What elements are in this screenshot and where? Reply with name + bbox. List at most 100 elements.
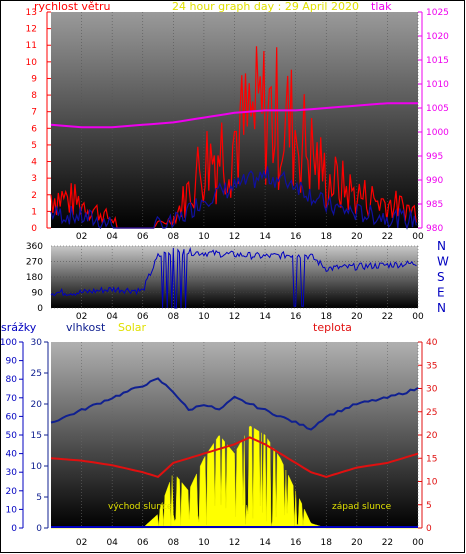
pressure-axis-label: 980 <box>426 224 443 234</box>
panel3-x-tick-label: 18 <box>321 538 333 548</box>
temperature-axis-label: 10 <box>426 478 438 488</box>
wind-axis-label: 4 <box>31 158 37 168</box>
panel2-x-tick-label: 04 <box>106 312 118 322</box>
rain-axis-label: 20 <box>6 487 18 497</box>
panel3-x-tick-label: 10 <box>198 538 210 548</box>
panel2-x-tick-label: 10 <box>198 312 210 322</box>
pressure-line <box>50 102 418 129</box>
temperature-title: teplota <box>313 321 352 334</box>
pressure-axis-label: 1025 <box>426 8 449 18</box>
solar-title: Solar <box>118 321 147 334</box>
panel2-x-tick-label: 14 <box>259 312 271 322</box>
panel3-x-tick-label: 16 <box>290 538 302 548</box>
temperature-line <box>50 436 419 479</box>
compass-label: N <box>437 301 446 315</box>
panel1-x-tick-label: 16 <box>290 232 302 242</box>
panel2-x-tick-label: 06 <box>137 312 149 322</box>
humidity-axis-label: 5 <box>36 493 42 503</box>
panel1-x-tick-label: 20 <box>351 232 363 242</box>
panel3-group: 02 04 06 08 10 12 14 16 18 20 22 000102030405060708… <box>0 338 438 548</box>
panel3-x-tick-label: 12 <box>229 538 240 548</box>
pressure-axis-label: 1000 <box>426 128 449 138</box>
panel1-x-tick-label: 18 <box>321 232 333 242</box>
wind-speed-line <box>50 46 417 229</box>
panel3-x-tick-label: 08 <box>168 538 180 548</box>
panel1-x-tick-label: 08 <box>168 232 180 242</box>
wind-axis-label: 0 <box>31 224 37 234</box>
direction-axis-label: 180 <box>26 273 43 283</box>
humidity-axis-label: 0 <box>36 524 42 534</box>
temperature-axis-label: 40 <box>426 338 438 348</box>
temperature-axis-label: 15 <box>426 454 437 464</box>
panel3-x-tick-label: 02 <box>76 538 87 548</box>
direction-axis-label: 270 <box>26 258 43 268</box>
panel1-x-tick-label: 12 <box>229 232 240 242</box>
panel1-x-tick-label: 00 <box>412 232 424 242</box>
panel1-x-tick-label: 22 <box>382 232 393 242</box>
temperature-axis-label: 5 <box>426 501 432 511</box>
sunrise-label: východ slunce <box>108 502 173 512</box>
humidity-axis-label: 30 <box>31 338 43 348</box>
temperature-axis-label: 25 <box>426 408 437 418</box>
panel2-x-tick-label: 08 <box>168 312 180 322</box>
compass-label: N <box>437 239 446 253</box>
pressure-axis-label: 985 <box>426 200 443 210</box>
wind-axis-label: 12 <box>26 25 37 35</box>
panel2-x-tick-label: 18 <box>321 312 333 322</box>
rain-axis-label: 90 <box>6 357 18 367</box>
humidity-axis-label: 10 <box>31 462 43 472</box>
humidity-axis-label: 25 <box>31 369 42 379</box>
pressure-axis-label: 995 <box>426 152 443 162</box>
panel3-x-tick-label: 04 <box>106 538 118 548</box>
compass-label: E <box>437 286 445 300</box>
rain-axis-label: 80 <box>6 375 18 385</box>
pressure-axis-label: 1010 <box>426 80 449 90</box>
panel3-x-tick-label: 22 <box>382 538 393 548</box>
panel2-x-tick-label: 12 <box>229 312 240 322</box>
panel1-x-tick-label: 10 <box>198 232 210 242</box>
wind-axis-label: 13 <box>26 8 37 18</box>
temperature-axis-label: 20 <box>426 431 438 441</box>
rain-axis-label: 50 <box>6 431 18 441</box>
wind-axis-label: 5 <box>31 141 37 151</box>
rain-axis-label: 100 <box>0 338 17 348</box>
wind-axis-label: 1 <box>31 207 37 217</box>
pressure-title: tlak <box>371 0 392 13</box>
sunset-label: západ slunce <box>332 502 392 512</box>
direction-axis-label: 360 <box>26 242 43 252</box>
wind-axis-label: 2 <box>31 191 37 201</box>
pressure-axis-label: 990 <box>426 176 443 186</box>
humidity-axis-label: 15 <box>31 431 42 441</box>
panel2-x-tick-label: 22 <box>382 312 393 322</box>
direction-axis-label: 0 <box>37 304 43 314</box>
rain-axis-label: 40 <box>6 450 18 460</box>
rain-axis-label: 60 <box>6 412 18 422</box>
humidity-line <box>50 377 419 431</box>
pressure-axis-label: 1015 <box>426 56 449 66</box>
panel2-x-tick-label: 02 <box>76 312 87 322</box>
panel2-x-tick-label: 00 <box>412 312 424 322</box>
temperature-axis-label: 0 <box>426 524 432 534</box>
panel1-group: 02 04 06 08 10 12 14 16 18 20 22 000123456789101112… <box>26 8 450 242</box>
panel1-x-tick-label: 02 <box>76 232 87 242</box>
compass-label: W <box>437 255 449 269</box>
panel2-x-tick-label: 20 <box>351 312 363 322</box>
temperature-axis-label: 35 <box>426 361 437 371</box>
panel3-x-tick-label: 14 <box>259 538 271 548</box>
wind-direction-line <box>50 246 417 309</box>
rain-axis-label: 0 <box>11 524 17 534</box>
direction-axis-label: 90 <box>32 289 44 299</box>
panel1-x-tick-label: 04 <box>106 232 118 242</box>
wind-title: rychlost větru <box>34 0 110 13</box>
humidity-title: vlhkost <box>66 321 106 334</box>
wind-axis-label: 8 <box>31 91 37 101</box>
panel3-x-tick-label: 20 <box>351 538 363 548</box>
wind-axis-label: 11 <box>26 41 37 51</box>
wind-average-line <box>50 166 417 230</box>
rain-axis-label: 10 <box>6 505 18 515</box>
wind-axis-label: 9 <box>31 74 37 84</box>
humidity-axis-label: 20 <box>31 400 43 410</box>
